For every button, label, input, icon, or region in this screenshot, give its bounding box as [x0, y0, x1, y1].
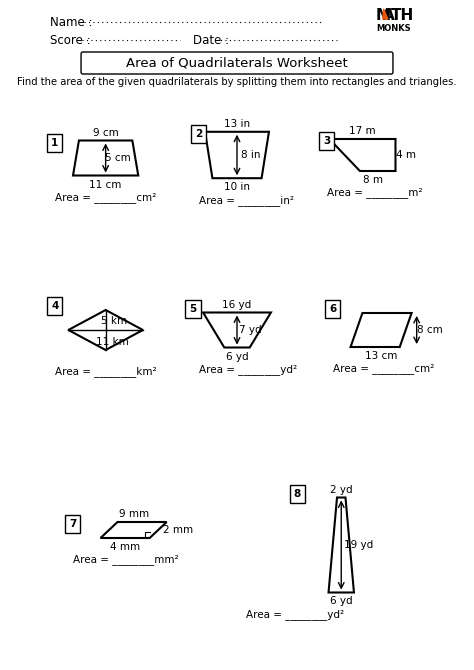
Text: 8 m: 8 m — [364, 175, 383, 185]
FancyBboxPatch shape — [81, 52, 393, 74]
Text: 6 yd: 6 yd — [226, 352, 248, 362]
Text: Area = ________m²: Area = ________m² — [327, 188, 422, 198]
Text: Name :: Name : — [50, 15, 92, 29]
Text: 3: 3 — [323, 136, 330, 146]
Text: 11 km: 11 km — [96, 337, 129, 347]
Text: 8: 8 — [293, 488, 301, 498]
Text: 5: 5 — [189, 304, 197, 314]
Text: Area of Quadrilaterals Worksheet: Area of Quadrilaterals Worksheet — [126, 56, 348, 70]
Text: MONKS: MONKS — [376, 23, 410, 33]
Text: 4 m: 4 m — [396, 150, 416, 160]
Text: 9 cm: 9 cm — [93, 127, 118, 137]
Text: Area = ________yd²: Area = ________yd² — [246, 609, 345, 620]
Text: A: A — [383, 7, 394, 23]
Text: 13 in: 13 in — [224, 119, 250, 129]
Text: 8 in: 8 in — [241, 150, 260, 160]
Text: 5 cm: 5 cm — [105, 153, 130, 163]
Text: 19 yd: 19 yd — [344, 540, 373, 550]
Text: 4: 4 — [51, 301, 58, 311]
Text: Area = ________cm²: Area = ________cm² — [333, 364, 434, 375]
Text: 2 yd: 2 yd — [330, 484, 353, 494]
Text: Score :: Score : — [50, 34, 91, 46]
Text: Find the area of the given quadrilaterals by splitting them into rectangles and : Find the area of the given quadrilateral… — [17, 77, 457, 87]
Text: 4 mm: 4 mm — [110, 542, 140, 552]
Text: 7: 7 — [69, 519, 76, 529]
Text: 17 m: 17 m — [349, 126, 376, 136]
Text: TH: TH — [391, 7, 414, 23]
Text: Area = ________cm²: Area = ________cm² — [55, 192, 156, 203]
Text: 5 km: 5 km — [101, 316, 127, 326]
Text: M: M — [375, 7, 390, 23]
Text: Area = ________mm²: Area = ________mm² — [73, 555, 178, 565]
FancyBboxPatch shape — [191, 125, 207, 143]
Text: 2: 2 — [195, 129, 202, 139]
FancyBboxPatch shape — [47, 297, 63, 315]
Text: Area = ________in²: Area = ________in² — [199, 195, 294, 206]
Text: 11 cm: 11 cm — [90, 180, 122, 190]
FancyBboxPatch shape — [325, 300, 340, 318]
Text: Date :: Date : — [193, 34, 229, 46]
Text: Area = ________km²: Area = ________km² — [55, 366, 156, 377]
Text: 7 yd: 7 yd — [239, 325, 262, 335]
Text: 2 mm: 2 mm — [164, 525, 193, 535]
FancyBboxPatch shape — [319, 132, 335, 150]
Polygon shape — [383, 9, 388, 19]
Text: Area = ________yd²: Area = ________yd² — [199, 364, 297, 375]
FancyBboxPatch shape — [185, 299, 201, 318]
FancyBboxPatch shape — [290, 484, 305, 502]
FancyBboxPatch shape — [65, 515, 80, 533]
Text: 1: 1 — [51, 137, 58, 147]
Text: 8 cm: 8 cm — [418, 325, 443, 335]
FancyBboxPatch shape — [47, 133, 63, 151]
Text: 16 yd: 16 yd — [222, 299, 252, 310]
Text: 6: 6 — [329, 304, 337, 314]
Text: 6 yd: 6 yd — [330, 596, 353, 606]
Text: 9 mm: 9 mm — [118, 509, 149, 519]
Text: 10 in: 10 in — [224, 182, 250, 192]
Text: 13 cm: 13 cm — [365, 351, 397, 361]
